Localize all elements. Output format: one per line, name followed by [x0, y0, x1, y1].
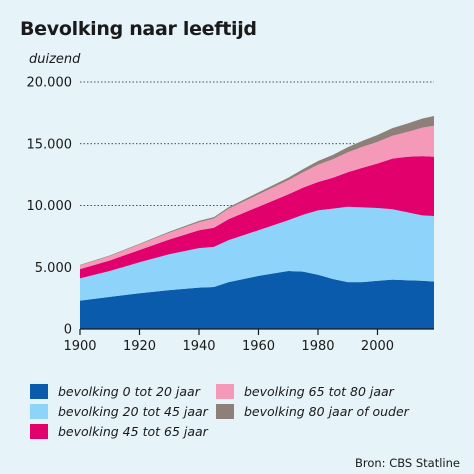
area-series-4	[80, 116, 434, 266]
legend-swatch	[216, 384, 234, 399]
y-tick-label: 20.000	[27, 76, 73, 91]
legend-item-65-80: bevolking 65 tot 80 jaar	[216, 384, 394, 399]
y-tick-label: 15.000	[27, 137, 73, 152]
y-axis-unit-label: duizend	[29, 52, 81, 67]
legend-item-0-20: bevolking 0 tot 20 jaar	[30, 384, 200, 399]
x-tick-label: 1940	[182, 339, 215, 354]
legend-label: bevolking 0 tot 20 jaar	[58, 384, 200, 399]
area-series-2	[80, 156, 434, 279]
legend-item-80-plus: bevolking 80 jaar of ouder	[216, 404, 409, 419]
x-tick-label: 1900	[63, 339, 96, 354]
area-series-3	[80, 125, 434, 270]
area-series-1	[80, 206, 434, 301]
y-tick-label: 5.000	[35, 261, 72, 276]
legend-swatch	[30, 384, 48, 399]
legend-label: bevolking 20 tot 45 jaar	[58, 404, 208, 419]
x-tick-label: 1980	[301, 339, 334, 354]
source-note: Bron: CBS Statline	[354, 456, 460, 470]
x-tick-label: 1960	[242, 339, 275, 354]
x-tick-label: 1920	[123, 339, 156, 354]
area-series-0	[80, 271, 434, 329]
legend-label: bevolking 65 tot 80 jaar	[244, 384, 394, 399]
legend-item-45-65: bevolking 45 tot 65 jaar	[30, 424, 208, 439]
legend-label: bevolking 80 jaar of ouder	[244, 404, 409, 419]
tick-labels: 0 5.000 10.000 15.000 20.000 1900 1920 1940 1960…	[27, 76, 395, 355]
legend-swatch	[216, 404, 234, 419]
x-tick-label: 2000	[361, 339, 394, 354]
y-tick-label: 0	[64, 323, 72, 338]
legend-swatch	[30, 404, 48, 419]
legend-item-20-45: bevolking 20 tot 45 jaar	[30, 404, 208, 419]
axes	[79, 328, 434, 335]
legend-label: bevolking 45 tot 65 jaar	[58, 424, 208, 439]
chart-title: Bevolking naar leeftijd	[20, 18, 257, 40]
y-tick-label: 10.000	[27, 199, 73, 214]
stacked-areas	[80, 116, 434, 329]
legend-swatch	[30, 424, 48, 439]
